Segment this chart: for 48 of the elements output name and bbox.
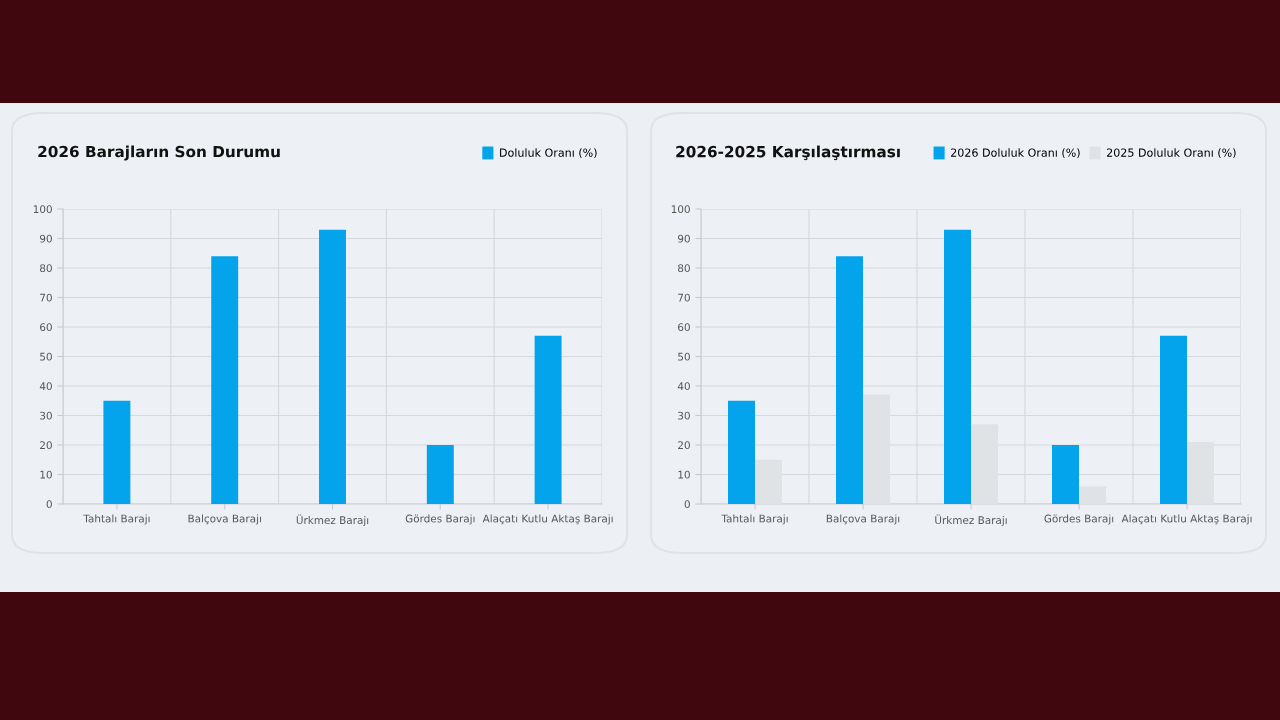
chart-title: 2026 Barajların Son Durumu <box>38 145 280 161</box>
y-tick-label: 90 <box>39 234 52 243</box>
y-tick-label: 10 <box>678 470 690 479</box>
x-tick-label: Gördes Barajı <box>405 514 475 525</box>
y-tick-label: 70 <box>40 293 52 302</box>
y-tick-label: 0 <box>684 500 690 509</box>
y-tick-label: 30 <box>40 411 52 420</box>
y-tick-label: 70 <box>678 293 690 302</box>
y-tick-label: 20 <box>678 441 690 450</box>
y-tick-label: 100 <box>671 205 690 214</box>
x-tick-label: Ürkmez Barajı <box>935 514 1007 527</box>
chart-title: 2026-2025 Karşılaştırması <box>676 145 900 161</box>
bar <box>103 400 131 504</box>
bar <box>1160 335 1187 504</box>
x-tick-label: Alaçatı Kutlu Aktaş Barajı <box>482 514 613 525</box>
y-tick-label: 0 <box>46 500 52 509</box>
y-tick-label: 10 <box>40 470 52 479</box>
x-tick-label: Tahtalı Barajı <box>721 514 788 525</box>
x-tick-label: Ürkmez Barajı <box>296 514 369 527</box>
y-tick-label: 40 <box>39 382 52 391</box>
bar <box>211 256 239 504</box>
bar <box>1079 486 1106 504</box>
y-tick-label: 90 <box>677 234 690 243</box>
y-tick-label: 20 <box>40 441 52 450</box>
x-tick-label: Gördes Barajı <box>1044 514 1114 525</box>
x-tick-label: Balçova Barajı <box>188 514 261 525</box>
y-tick-label: 40 <box>677 382 690 391</box>
y-tick-label: 80 <box>40 264 52 273</box>
y-tick-label: 80 <box>678 264 690 273</box>
legend-label: 2026 Doluluk Oranı (%) <box>951 148 1080 159</box>
y-tick-label: 50 <box>40 352 52 361</box>
x-tick-label: Balçova Barajı <box>826 514 900 525</box>
y-tick-label: 60 <box>678 323 690 332</box>
y-tick-label: 100 <box>33 205 52 214</box>
x-tick-label: Tahtalı Barajı <box>83 514 150 525</box>
bar <box>836 256 863 504</box>
legend-label: 2025 Doluluk Oranı (%) <box>1106 148 1236 159</box>
bar <box>944 229 971 504</box>
bar <box>728 400 755 504</box>
bar <box>426 445 454 504</box>
y-tick-label: 30 <box>678 411 690 420</box>
y-tick-label: 50 <box>678 352 690 361</box>
y-tick-label: 60 <box>40 323 52 332</box>
bar <box>534 335 562 504</box>
x-tick-label: Alaçatı Kutlu Aktaş Barajı <box>1121 514 1252 525</box>
bar <box>319 229 346 504</box>
legend-label: Doluluk Oranı (%) <box>500 148 597 159</box>
bar <box>1052 445 1079 504</box>
